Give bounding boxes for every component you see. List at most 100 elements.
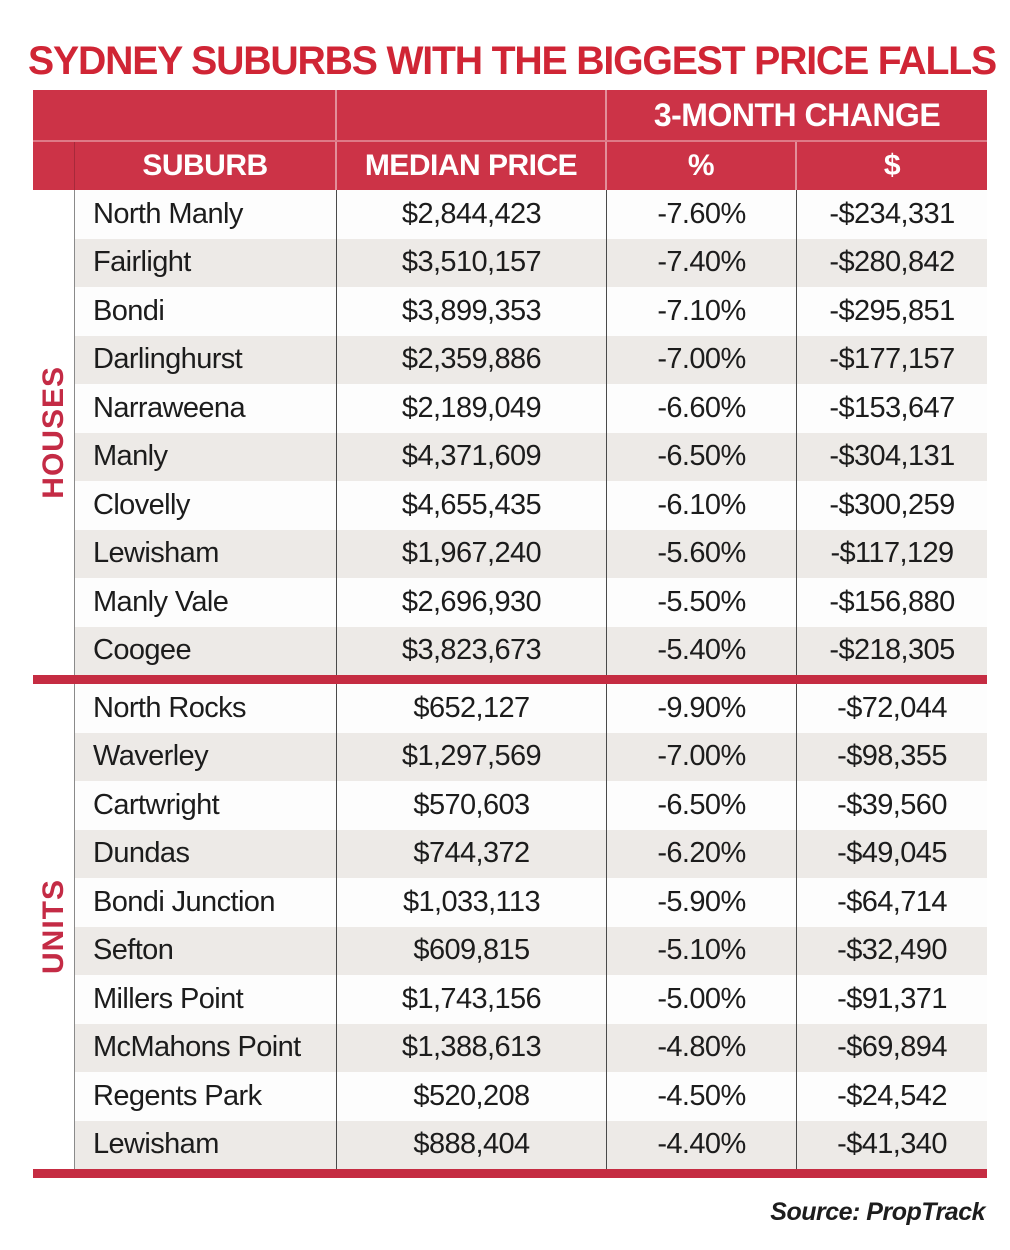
- header-spacer-median: [337, 90, 607, 140]
- dollar-change-cell: -$64,714: [837, 885, 947, 918]
- table-header-columns-row: SUBURB MEDIAN PRICE % $: [33, 142, 987, 190]
- header-gutter-cell: [33, 142, 75, 190]
- page-title: SYDNEY SUBURBS WITH THE BIGGEST PRICE FA…: [28, 38, 997, 83]
- table-row: Coogee $3,823,673 -5.40% -$218,305: [75, 626, 987, 675]
- dollar-change-cell: -$49,045: [837, 837, 947, 870]
- header-pct-change: %: [607, 142, 797, 190]
- pct-change-cell: -6.50%: [607, 432, 797, 481]
- header-spacer-left: [33, 90, 337, 140]
- pct-change-cell: -5.00%: [607, 975, 797, 1024]
- pct-change-cell: -6.50%: [607, 781, 797, 830]
- table-row: Manly Vale $2,696,930 -5.50% -$156,880: [75, 578, 987, 627]
- suburb-cell: Dundas: [75, 829, 337, 878]
- table-row: Narraweena $2,189,049 -6.60% -$153,647: [75, 384, 987, 433]
- suburb-cell: Cartwright: [75, 781, 337, 830]
- table-row: Clovelly $4,655,435 -6.10% -$300,259: [75, 481, 987, 530]
- table-row: Bondi $3,899,353 -7.10% -$295,851: [75, 287, 987, 336]
- table-row: Waverley $1,297,569 -7.00% -$98,355: [75, 732, 987, 781]
- median-price-cell: $2,359,886: [337, 335, 607, 384]
- pct-change-cell: -6.10%: [607, 481, 797, 530]
- median-price-cell: $2,189,049: [337, 384, 607, 433]
- header-change-group: 3-MONTH CHANGE: [653, 96, 941, 133]
- median-price-cell: $4,655,435: [337, 481, 607, 530]
- units-section-label: UNITS: [36, 879, 70, 974]
- dollar-change-cell: -$280,842: [829, 246, 955, 279]
- median-price-cell: $3,823,673: [337, 626, 607, 675]
- dollar-change-cell: -$91,371: [837, 982, 947, 1015]
- dollar-change-cell: -$234,331: [829, 197, 955, 230]
- median-price-cell: $888,404: [337, 1120, 607, 1169]
- median-price-cell: $1,388,613: [337, 1023, 607, 1072]
- median-price-cell: $2,844,423: [337, 190, 607, 239]
- table-row: Fairlight $3,510,157 -7.40% -$280,842: [75, 238, 987, 287]
- suburb-cell: Fairlight: [75, 238, 337, 287]
- suburb-cell: Bondi: [75, 287, 337, 336]
- table-row: Lewisham $888,404 -4.40% -$41,340: [75, 1120, 987, 1169]
- dollar-change-cell: -$304,131: [829, 440, 955, 473]
- table-bottom-bar: [33, 1169, 987, 1178]
- table-header: 3-MONTH CHANGE SUBURB MEDIAN PRICE % $: [33, 90, 987, 190]
- median-price-cell: $570,603: [337, 781, 607, 830]
- suburb-cell: Darlinghurst: [75, 335, 337, 384]
- median-price-cell: $3,510,157: [337, 238, 607, 287]
- suburb-cell: McMahons Point: [75, 1023, 337, 1072]
- table-row: Bondi Junction $1,033,113 -5.90% -$64,71…: [75, 878, 987, 927]
- median-price-cell: $1,033,113: [337, 878, 607, 927]
- suburb-cell: Bondi Junction: [75, 878, 337, 927]
- table-header-group-row: 3-MONTH CHANGE: [33, 90, 987, 142]
- pct-change-cell: -4.40%: [607, 1120, 797, 1169]
- section-divider-bar: [33, 675, 987, 684]
- table-row: Regents Park $520,208 -4.50% -$24,542: [75, 1072, 987, 1121]
- table-row: Millers Point $1,743,156 -5.00% -$91,371: [75, 975, 987, 1024]
- table-row: Dundas $744,372 -6.20% -$49,045: [75, 829, 987, 878]
- units-rows: North Rocks $652,127 -9.90% -$72,044 Wav…: [75, 684, 987, 1169]
- pct-change-cell: -7.00%: [607, 335, 797, 384]
- houses-rows: North Manly $2,844,423 -7.60% -$234,331 …: [75, 190, 987, 675]
- pct-change-cell: -7.60%: [607, 190, 797, 239]
- units-label-gutter: UNITS: [33, 684, 75, 1169]
- price-table: 3-MONTH CHANGE SUBURB MEDIAN PRICE % $ H…: [33, 90, 987, 1178]
- dollar-change-cell: -$156,880: [829, 585, 955, 618]
- table-row: North Manly $2,844,423 -7.60% -$234,331: [75, 190, 987, 239]
- dollar-change-cell: -$98,355: [837, 740, 947, 773]
- header-median-price: MEDIAN PRICE: [337, 142, 607, 190]
- pct-change-cell: -5.60%: [607, 529, 797, 578]
- table-row: McMahons Point $1,388,613 -4.80% -$69,89…: [75, 1023, 987, 1072]
- pct-change-cell: -5.90%: [607, 878, 797, 927]
- median-price-cell: $1,743,156: [337, 975, 607, 1024]
- median-price-cell: $652,127: [337, 684, 607, 733]
- suburb-cell: Lewisham: [75, 1120, 337, 1169]
- pct-change-cell: -4.80%: [607, 1023, 797, 1072]
- suburb-cell: North Manly: [75, 190, 337, 239]
- dollar-change-cell: -$117,129: [830, 537, 954, 570]
- suburb-cell: Clovelly: [75, 481, 337, 530]
- median-price-cell: $2,696,930: [337, 578, 607, 627]
- dollar-change-cell: -$39,560: [837, 788, 947, 821]
- dollar-change-cell: -$24,542: [837, 1079, 947, 1112]
- suburb-cell: Narraweena: [75, 384, 337, 433]
- median-price-cell: $744,372: [337, 829, 607, 878]
- dollar-change-cell: -$177,157: [829, 343, 955, 376]
- dollar-change-cell: -$72,044: [837, 691, 947, 724]
- pct-change-cell: -6.20%: [607, 829, 797, 878]
- units-section: UNITS North Rocks $652,127 -9.90% -$72,0…: [33, 684, 987, 1169]
- pct-change-cell: -4.50%: [607, 1072, 797, 1121]
- pct-change-cell: -5.10%: [607, 926, 797, 975]
- suburb-cell: Manly: [75, 432, 337, 481]
- suburb-cell: Sefton: [75, 926, 337, 975]
- houses-section: HOUSES North Manly $2,844,423 -7.60% -$2…: [33, 190, 987, 675]
- suburb-cell: Coogee: [75, 626, 337, 675]
- table-row: Sefton $609,815 -5.10% -$32,490: [75, 926, 987, 975]
- pct-change-cell: -7.00%: [607, 732, 797, 781]
- table-row: North Rocks $652,127 -9.90% -$72,044: [75, 684, 987, 733]
- suburb-cell: Millers Point: [75, 975, 337, 1024]
- source-attribution: Source: PropTrack: [770, 1198, 985, 1226]
- dollar-change-cell: -$69,894: [837, 1031, 947, 1064]
- suburb-cell: North Rocks: [75, 684, 337, 733]
- pct-change-cell: -7.10%: [607, 287, 797, 336]
- dollar-change-cell: -$41,340: [837, 1128, 947, 1161]
- pct-change-cell: -7.40%: [607, 238, 797, 287]
- dollar-change-cell: -$295,851: [829, 294, 955, 327]
- header-dollar-change: $: [883, 149, 901, 182]
- table-row: Manly $4,371,609 -6.50% -$304,131: [75, 432, 987, 481]
